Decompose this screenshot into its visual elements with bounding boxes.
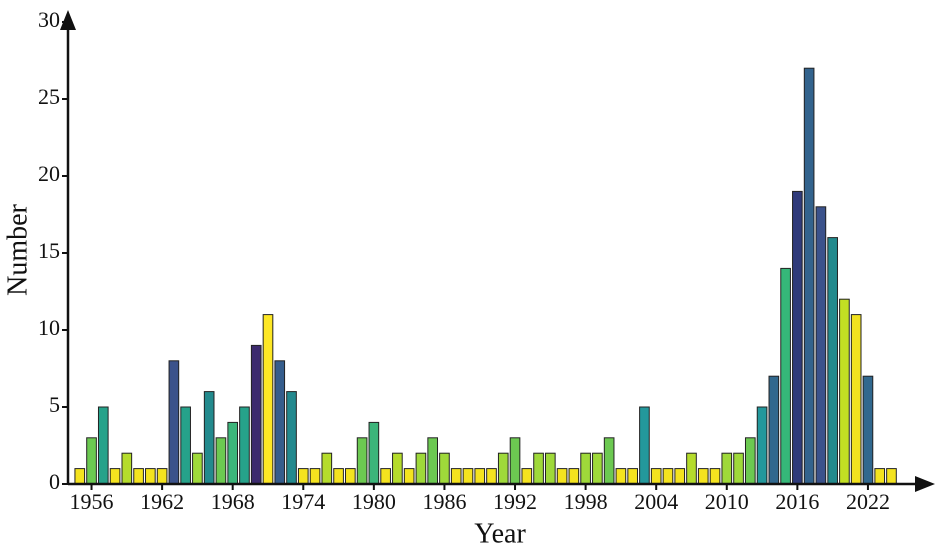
bar bbox=[86, 437, 97, 485]
bar bbox=[580, 452, 591, 485]
bar bbox=[239, 406, 250, 485]
bar bbox=[556, 468, 568, 485]
y-tick-label: 25 bbox=[38, 84, 60, 109]
bar bbox=[345, 468, 356, 485]
bar bbox=[203, 391, 215, 485]
bar bbox=[650, 468, 662, 485]
bar bbox=[368, 421, 380, 485]
bar bbox=[97, 406, 109, 485]
x-tick-label: 1980 bbox=[352, 489, 396, 514]
bar bbox=[109, 468, 121, 485]
y-arrow bbox=[60, 10, 76, 30]
bar bbox=[74, 468, 86, 485]
bar bbox=[862, 375, 874, 485]
bar bbox=[227, 421, 239, 485]
bar bbox=[615, 468, 627, 485]
bar bbox=[474, 468, 486, 485]
bar bbox=[674, 468, 686, 485]
bar bbox=[592, 452, 603, 485]
y-tick-label: 20 bbox=[38, 161, 60, 186]
bar bbox=[297, 468, 309, 485]
bar bbox=[215, 437, 227, 485]
bar bbox=[333, 468, 344, 485]
x-tick-label: 2016 bbox=[775, 489, 819, 514]
bar bbox=[533, 452, 544, 485]
x-arrow bbox=[915, 476, 935, 492]
bar bbox=[803, 67, 815, 485]
bar bbox=[733, 452, 744, 485]
bar bbox=[721, 452, 733, 485]
bar bbox=[850, 314, 862, 485]
bar bbox=[639, 406, 650, 485]
bar bbox=[250, 344, 262, 485]
bar bbox=[509, 437, 521, 485]
bar bbox=[415, 452, 427, 485]
bar bbox=[627, 468, 638, 485]
bar bbox=[709, 468, 721, 485]
x-tick-label: 2004 bbox=[634, 489, 678, 514]
bar bbox=[603, 437, 615, 485]
bar bbox=[827, 237, 838, 485]
bar bbox=[133, 468, 144, 485]
bar bbox=[309, 468, 321, 485]
y-tick-label: 0 bbox=[49, 469, 60, 494]
bar bbox=[792, 190, 803, 485]
bar bbox=[145, 468, 156, 485]
bar bbox=[168, 360, 180, 485]
bar bbox=[427, 437, 439, 485]
bar bbox=[450, 468, 462, 485]
bar bbox=[815, 206, 827, 485]
x-tick-label: 1956 bbox=[70, 489, 114, 514]
bar bbox=[462, 468, 474, 485]
bar bbox=[544, 452, 556, 485]
bar bbox=[839, 298, 850, 485]
x-tick-label: 1968 bbox=[211, 489, 255, 514]
bar bbox=[886, 468, 897, 485]
bar bbox=[156, 468, 168, 485]
bar bbox=[286, 391, 297, 485]
bar bbox=[874, 468, 886, 485]
bar bbox=[392, 452, 403, 485]
bar bbox=[121, 452, 133, 485]
y-tick-label: 10 bbox=[38, 315, 60, 340]
x-tick-label: 2010 bbox=[705, 489, 749, 514]
bar bbox=[321, 452, 333, 485]
bar bbox=[403, 468, 415, 485]
bar bbox=[180, 406, 191, 485]
bar bbox=[262, 314, 274, 485]
y-tick-label: 30 bbox=[38, 7, 60, 32]
y-axis-label: Number bbox=[2, 203, 33, 295]
bar bbox=[380, 468, 391, 485]
bar bbox=[780, 267, 791, 485]
x-axis-label: Year bbox=[474, 518, 526, 549]
bar bbox=[274, 360, 286, 485]
bar bbox=[662, 468, 674, 485]
bar bbox=[568, 468, 580, 485]
bar bbox=[497, 452, 509, 485]
bar bbox=[439, 452, 450, 485]
x-tick-label: 1998 bbox=[564, 489, 608, 514]
y-tick-label: 15 bbox=[38, 238, 60, 263]
bar bbox=[756, 406, 768, 485]
x-tick-label: 1986 bbox=[422, 489, 466, 514]
bar bbox=[356, 437, 368, 485]
bar bbox=[486, 468, 497, 485]
x-tick-label: 1974 bbox=[281, 489, 325, 514]
x-tick-label: 1962 bbox=[140, 489, 184, 514]
bar bbox=[521, 468, 533, 485]
x-tick-label: 2022 bbox=[846, 489, 890, 514]
bar bbox=[744, 437, 756, 485]
bar bbox=[686, 452, 697, 485]
y-tick-label: 5 bbox=[49, 392, 60, 417]
x-tick-label: 1992 bbox=[493, 489, 537, 514]
bar bbox=[697, 468, 709, 485]
bar bbox=[768, 375, 780, 485]
bar bbox=[192, 452, 203, 485]
